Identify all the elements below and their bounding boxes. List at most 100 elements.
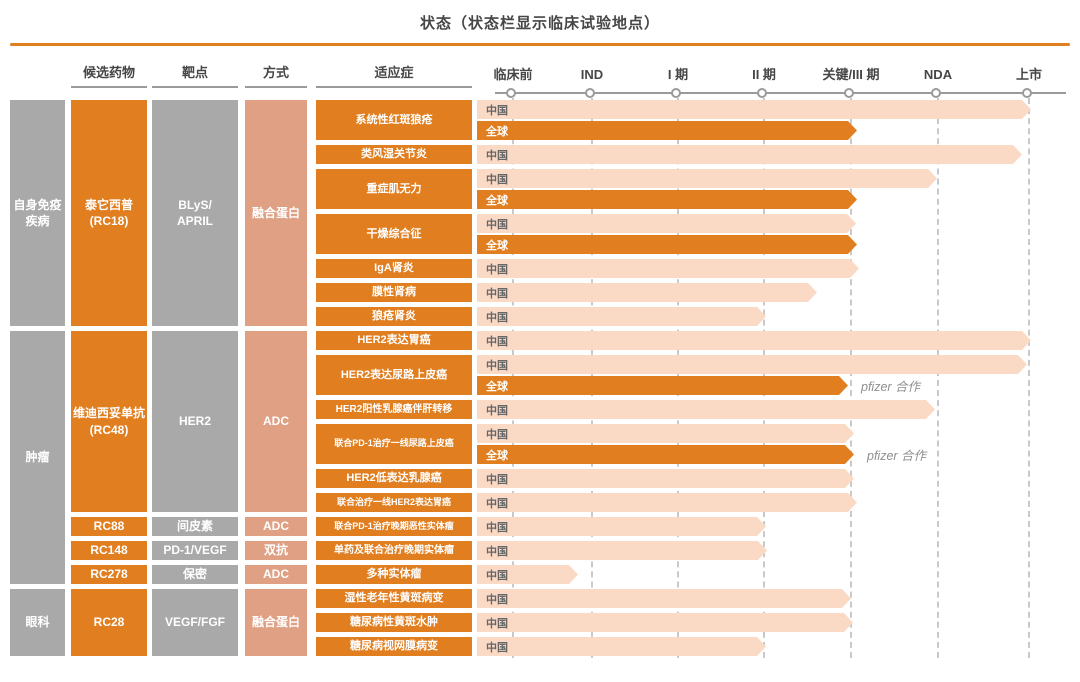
trial-bar-china: 中国: [477, 613, 853, 632]
bar-scope-label: 中国: [486, 545, 508, 558]
category-box: 肿瘤: [10, 331, 65, 584]
bar-scope-label: 中国: [486, 149, 508, 162]
column-header-indication: 适应症: [316, 62, 472, 88]
bar-scope-label: 中国: [486, 497, 508, 510]
trial-bar-china: 中国: [477, 307, 766, 326]
bar-scope-label: 中国: [486, 593, 508, 606]
bar-scope-label: 中国: [486, 311, 508, 324]
trial-bar-global: 全球: [477, 376, 848, 395]
bar-scope-label: 全球: [486, 194, 508, 207]
trial-bar-global: 全球: [477, 121, 857, 140]
target-box: PD-1/VEGF: [152, 541, 238, 560]
trial-bar-global: 全球: [477, 445, 854, 464]
indication-box: HER2表达胃癌: [316, 331, 472, 350]
indication-box: 湿性老年性黄斑病变: [316, 589, 472, 608]
trial-bar-china: 中国: [477, 517, 766, 536]
bar-scope-label: 中国: [486, 104, 508, 117]
indication-box: HER2低表达乳腺癌: [316, 469, 472, 488]
bar-scope-label: 中国: [486, 404, 508, 417]
category-box: 眼科: [10, 589, 65, 656]
phase-label: I 期: [667, 67, 689, 82]
indication-box: 狼疮肾炎: [316, 307, 472, 326]
column-header-modality: 方式: [245, 62, 307, 88]
drug-box: RC148: [71, 541, 147, 560]
bar-scope-label: 中国: [486, 569, 508, 582]
target-box: BLyS/ APRIL: [152, 100, 238, 326]
bar-scope-label: 全球: [486, 380, 508, 393]
bar-scope-label: 中国: [486, 335, 508, 348]
indication-box: 糖尿病性黄斑水肿: [316, 613, 472, 632]
trial-bar-china: 中国: [477, 541, 767, 560]
bar-scope-label: 中国: [486, 263, 508, 276]
title-divider: [10, 43, 1070, 46]
trial-bar-china: 中国: [477, 331, 1031, 350]
bar-scope-label: 中国: [486, 428, 508, 441]
modality-box: ADC: [245, 331, 307, 512]
modality-box: ADC: [245, 517, 307, 536]
bar-scope-label: 中国: [486, 473, 508, 486]
trial-bar-global: 全球: [477, 190, 857, 209]
phase-label: NDA: [923, 67, 953, 82]
drug-box: RC278: [71, 565, 147, 584]
bar-scope-label: 中国: [486, 359, 508, 372]
column-header-target: 靶点: [152, 62, 238, 88]
trial-bar-china: 中国: [477, 169, 937, 188]
phase-marker: [671, 88, 681, 98]
chart-title: 状态（状态栏显示临床试验地点）: [419, 15, 660, 32]
phase-axis-line: [495, 92, 1066, 94]
trial-bar-china: 中国: [477, 424, 854, 443]
indication-box: HER2表达尿路上皮癌: [316, 355, 472, 395]
indication-box: 类风湿关节炎: [316, 145, 472, 164]
indication-box: 干燥综合征: [316, 214, 472, 254]
trial-bar-global: 全球: [477, 235, 857, 254]
indication-box: 多种实体瘤: [316, 565, 472, 584]
indication-box: 膜性肾病: [316, 283, 472, 302]
partner-note: pfizer 合作: [861, 380, 921, 394]
trial-bar-china: 中国: [477, 259, 859, 278]
phase-marker: [757, 88, 767, 98]
modality-box: ADC: [245, 565, 307, 584]
trial-bar-china: 中国: [477, 145, 1022, 164]
phase-label: 关键/III 期: [822, 67, 880, 82]
phase-marker: [844, 88, 854, 98]
phase-marker: [1022, 88, 1032, 98]
phase-marker: [585, 88, 595, 98]
trial-bar-china: 中国: [477, 565, 578, 584]
bar-scope-label: 全球: [486, 125, 508, 138]
phase-marker: [506, 88, 516, 98]
phase-label: II 期: [752, 67, 776, 82]
bar-scope-label: 中国: [486, 287, 508, 300]
phase-gridline: [937, 98, 939, 658]
phase-label: 临床前: [493, 67, 533, 82]
trial-bar-china: 中国: [477, 214, 856, 233]
indication-box: 糖尿病视网膜病变: [316, 637, 472, 656]
bar-scope-label: 中国: [486, 218, 508, 231]
phase-label: IND: [580, 67, 604, 82]
drug-box: RC88: [71, 517, 147, 536]
bar-scope-label: 中国: [486, 641, 508, 654]
category-box: 自身免疫 疾病: [10, 100, 65, 326]
indication-box: 联合PD-1治疗一线尿路上皮癌: [316, 424, 472, 464]
drug-box: 泰它西普 (RC18): [71, 100, 147, 326]
bar-scope-label: 全球: [486, 449, 508, 462]
phase-marker: [931, 88, 941, 98]
trial-bar-china: 中国: [477, 493, 857, 512]
indication-box: IgA肾炎: [316, 259, 472, 278]
trial-bar-china: 中国: [477, 283, 817, 302]
target-box: 间皮素: [152, 517, 238, 536]
trial-bar-china: 中国: [477, 355, 1027, 374]
trial-bar-china: 中国: [477, 100, 1031, 119]
indication-box: 单药及联合治疗晚期实体瘤: [316, 541, 472, 560]
trial-bar-china: 中国: [477, 637, 766, 656]
indication-box: 系统性红斑狼疮: [316, 100, 472, 140]
bar-scope-label: 全球: [486, 239, 508, 252]
drug-box: 维迪西妥单抗 (RC48): [71, 331, 147, 512]
partner-note: pfizer 合作: [867, 449, 927, 463]
trial-bar-china: 中国: [477, 469, 854, 488]
indication-box: 联合PD-1治疗晚期恶性实体瘤: [316, 517, 472, 536]
target-box: 保密: [152, 565, 238, 584]
target-box: VEGF/FGF: [152, 589, 238, 656]
bar-scope-label: 中国: [486, 617, 508, 630]
bar-scope-label: 中国: [486, 521, 508, 534]
